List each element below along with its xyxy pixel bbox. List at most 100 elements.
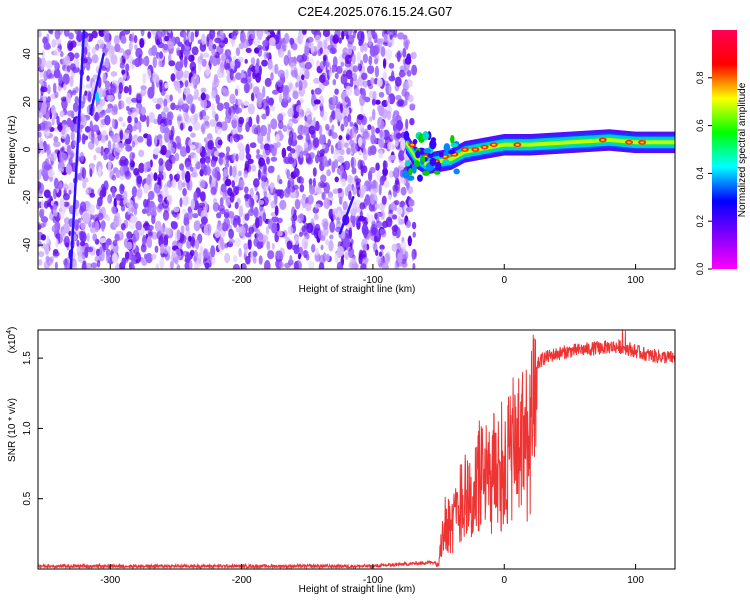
noise-speck <box>53 141 61 148</box>
noise-speck <box>247 158 254 164</box>
spectrogram-x-tick-label: -200 <box>232 275 252 286</box>
noise-speck <box>155 103 161 110</box>
noise-speck <box>385 48 393 61</box>
snr-panel: -300 -200 -100 0 100 0.5 1.0 1.5 Height of str… <box>6 327 676 595</box>
noise-speck <box>258 157 266 167</box>
noise-speck <box>81 167 87 179</box>
streak <box>69 30 86 269</box>
noise-speck <box>381 46 386 57</box>
noise-speck <box>291 69 298 78</box>
noise-speck <box>367 170 373 182</box>
noise-speck <box>85 188 89 196</box>
noise-speck <box>249 64 255 71</box>
noise-speck <box>346 147 351 155</box>
noise-speck <box>38 131 42 138</box>
snr-y-axis: 0.5 1.0 1.5 <box>22 351 43 506</box>
noise-speck <box>43 189 51 198</box>
noise-speck <box>369 193 375 205</box>
noise-speck <box>262 212 267 222</box>
noise-speck <box>179 97 184 106</box>
noise-speck <box>344 54 352 65</box>
noise-speck <box>127 115 132 124</box>
noise-speck <box>164 82 169 89</box>
noise-speck <box>47 96 51 103</box>
noise-speck <box>143 162 148 174</box>
noise-speck <box>319 134 325 145</box>
ridge-blob <box>429 157 437 167</box>
noise-speck <box>99 98 106 107</box>
noise-speck <box>332 79 337 86</box>
noise-speck <box>360 31 365 44</box>
ridge-blob <box>412 138 418 145</box>
noise-speck <box>146 236 153 248</box>
noise-speck <box>86 75 90 82</box>
noise-speck <box>182 188 187 196</box>
noise-speck <box>134 44 138 51</box>
noise-speck <box>106 215 110 222</box>
colorbar-gradient <box>712 30 737 269</box>
noise-speck <box>39 137 43 150</box>
noise-speck <box>179 197 183 208</box>
noise-speck <box>111 187 116 199</box>
noise-speck <box>129 263 135 269</box>
noise-speck <box>115 193 123 201</box>
noise-speck <box>120 204 126 212</box>
noise-speck <box>111 252 119 264</box>
noise-speck <box>312 177 316 188</box>
noise-speck <box>344 96 350 103</box>
noise-speck <box>120 184 125 192</box>
noise-speck <box>295 144 302 153</box>
noise-speck <box>297 134 304 140</box>
noise-speck <box>252 250 258 257</box>
ridge-blob <box>422 170 430 176</box>
noise-speck <box>153 172 158 182</box>
noise-speck <box>192 213 199 219</box>
noise-speck <box>83 62 89 69</box>
noise-speck <box>188 125 193 132</box>
noise-speck <box>361 72 368 81</box>
noise-speck <box>383 33 388 43</box>
noise-speck <box>311 89 314 95</box>
noise-speck <box>152 97 159 104</box>
noise-speck <box>200 216 208 225</box>
noise-speck <box>287 180 291 189</box>
spectrogram-x-tick-label: 100 <box>627 275 644 286</box>
noise-speck <box>368 83 374 90</box>
noise-speck <box>379 176 385 186</box>
noise-speck <box>271 147 277 157</box>
noise-speck <box>411 248 418 260</box>
noise-speck <box>169 94 173 102</box>
streak <box>338 196 355 235</box>
noise-speck <box>235 72 242 80</box>
noise-speck <box>107 103 113 109</box>
colorbar-tick-label: 0.4 <box>695 167 705 180</box>
noise-speck <box>54 261 58 269</box>
noise-speck <box>118 54 123 64</box>
noise-speck <box>214 126 223 135</box>
noise-speck <box>239 32 246 44</box>
noise-speck <box>391 225 398 233</box>
noise-speck <box>115 262 120 269</box>
noise-speck <box>55 38 62 46</box>
noise-speck <box>167 140 173 151</box>
noise-speck <box>244 58 248 64</box>
noise-speck <box>121 122 127 128</box>
noise-speck <box>118 100 122 111</box>
noise-speck <box>139 38 145 49</box>
ridge-hotspot-core <box>640 141 644 144</box>
noise-speck <box>271 222 278 234</box>
noise-speck <box>53 177 59 189</box>
noise-speck <box>385 216 393 228</box>
noise-speck <box>192 94 199 100</box>
noise-speck <box>256 114 260 125</box>
snr-y-tick-label: 0.5 <box>22 491 33 505</box>
ridge-blob <box>406 175 415 181</box>
noise-speck <box>343 237 351 248</box>
noise-speck <box>256 58 260 67</box>
noise-speck <box>400 186 407 196</box>
noise-speck <box>184 50 191 57</box>
noise-speck <box>282 124 288 133</box>
noise-speck <box>52 215 57 223</box>
noise-speck <box>317 229 323 239</box>
noise-speck <box>140 30 145 37</box>
